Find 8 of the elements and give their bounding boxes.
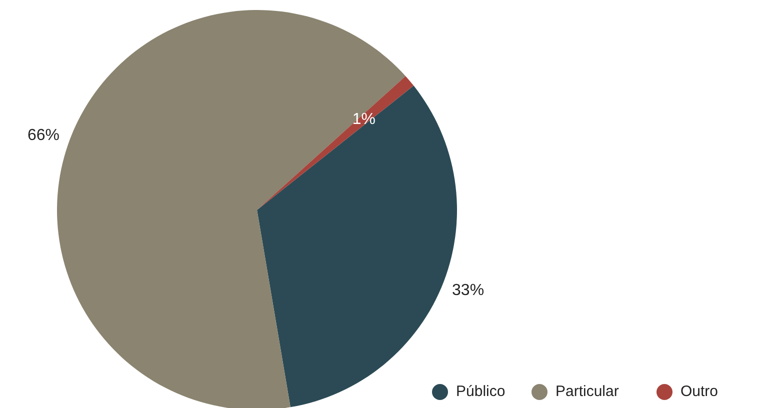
pie-slice <box>257 76 414 210</box>
legend-label: Particular <box>556 382 619 400</box>
data-label: 1% <box>352 110 376 128</box>
legend-label: Outro <box>680 382 718 400</box>
pie-slice <box>57 10 406 408</box>
data-label: 66% <box>28 127 60 144</box>
data-label: 33% <box>452 282 484 300</box>
legend-label: Público <box>456 382 506 400</box>
